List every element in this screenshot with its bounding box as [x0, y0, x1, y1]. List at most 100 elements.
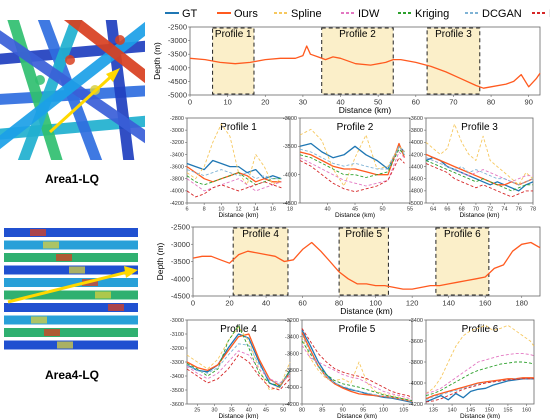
x-axis-label: Distance (km) — [218, 413, 258, 419]
y-tick-label: -4200 — [170, 201, 184, 207]
x-tick-label: 10 — [218, 207, 224, 213]
series-line-dcgan — [425, 157, 534, 186]
panel-title: Profile 3 — [461, 122, 498, 133]
plot-frame — [301, 319, 413, 405]
y-tick-label: -3800 — [409, 360, 423, 366]
area-label: Area1-LQ — [45, 172, 99, 186]
y-tick-label: -3500 — [283, 144, 297, 150]
profile-arrow-shaft — [7, 270, 129, 304]
x-tick-label: 14 — [253, 207, 259, 213]
x-tick-label: 68 — [459, 207, 465, 213]
y-tick-label: -4000 — [171, 274, 190, 283]
x-tick-label: 50 — [374, 98, 382, 107]
y-tick-label: -3000 — [171, 240, 190, 249]
x-tick-label: 40 — [262, 299, 270, 308]
profile-box-label: Profile 4 — [242, 229, 279, 240]
x-axis-label: Distance (km) — [339, 105, 392, 115]
x-tick-label: 25 — [194, 408, 200, 414]
depth-patch — [30, 229, 46, 236]
x-tick-label: 40 — [336, 98, 344, 107]
x-tick-label: 155 — [503, 408, 512, 414]
panel-title: Profile 2 — [337, 122, 374, 133]
panel-title: Profile 4 — [220, 324, 257, 335]
depth-patch — [108, 304, 124, 311]
y-tick-label: -3400 — [409, 318, 423, 324]
plot-profile-4: 25 30 35 40 45 50 -3000 -3100 -3200 -3300 -3400 -35… — [170, 318, 291, 419]
survey-strip — [7, 20, 63, 160]
x-tick-label: 16 — [270, 207, 276, 213]
series-line-diff-dem — [301, 328, 413, 398]
survey-strip — [4, 290, 138, 300]
survey-strip — [4, 240, 138, 250]
y-tick-label: -2800 — [170, 116, 184, 122]
series-line-diff-dem — [425, 378, 534, 403]
profile-box-label: Profile 1 — [215, 29, 252, 40]
x-tick-label: 72 — [487, 207, 493, 213]
series-line-spline — [186, 326, 291, 391]
series-line-spline — [299, 128, 405, 187]
legend-label: IDW — [358, 8, 380, 20]
x-tick-label: 140 — [447, 408, 456, 414]
series-line-ours — [189, 45, 541, 89]
series-line-ours — [425, 377, 534, 400]
x-tick-label: 180 — [515, 299, 528, 308]
plot-area1-overview: Profile 1 Profile 2 Profile 3 0 10 20 30 40 50 60… — [152, 23, 541, 115]
profile-box-label: Profile 2 — [339, 29, 376, 40]
series-line-idw — [425, 353, 535, 394]
series-line-kriging — [186, 325, 291, 387]
y-tick-label: -4400 — [409, 164, 423, 170]
survey-strip — [4, 228, 138, 237]
y-tick-label: -2500 — [171, 223, 190, 232]
panel-title: Profile 5 — [339, 324, 376, 335]
x-tick-label: 85 — [319, 408, 325, 414]
series-line-kriging — [299, 148, 405, 178]
y-tick-label: -4500 — [283, 201, 297, 207]
y-tick-label: -5000 — [168, 91, 187, 100]
profile-highlight-box — [321, 27, 394, 95]
y-tick-label: -4000 — [285, 385, 299, 391]
x-tick-label: 0 — [191, 299, 195, 308]
profile-arrow-head — [124, 266, 138, 278]
profile-box-label: Profile 5 — [345, 229, 382, 240]
series-line-idw — [186, 350, 291, 384]
y-tick-label: -5000 — [409, 201, 423, 207]
series-line-dcgan — [301, 334, 413, 402]
y-tick-label: -3300 — [170, 360, 184, 366]
y-tick-label: -4000 — [168, 63, 187, 72]
plot-frame — [189, 26, 541, 96]
series-line-gt — [186, 333, 291, 388]
y-tick-label: -3000 — [170, 318, 184, 324]
survey-strip — [17, 20, 83, 160]
series-line-ours — [186, 333, 291, 387]
profile-box-label: Profile 6 — [444, 229, 481, 240]
y-tick-label: -3600 — [170, 402, 184, 408]
x-tick-label: 105 — [399, 408, 408, 414]
legend-label: Kriging — [415, 8, 449, 20]
profile-arrow-shaft — [48, 70, 118, 134]
y-tick-label: -3100 — [170, 332, 184, 338]
x-tick-label: 80 — [487, 98, 495, 107]
series-line-diff-dem — [186, 354, 291, 391]
x-tick-label: 12 — [235, 207, 241, 213]
x-tick-label: 140 — [442, 299, 455, 308]
y-tick-label: -3500 — [168, 50, 187, 59]
x-tick-label: 40 — [324, 207, 330, 213]
x-axis-label: Distance (km) — [337, 413, 377, 419]
series-line-dcgan — [186, 169, 282, 180]
y-tick-label: -3600 — [409, 116, 423, 122]
area4-bathymetry-map — [4, 228, 138, 350]
x-tick-label: 6 — [185, 207, 188, 213]
y-tick-label: -3400 — [170, 374, 184, 380]
y-tick-label: -2500 — [168, 23, 187, 32]
x-tick-label: 30 — [299, 98, 307, 107]
y-tick-label: -3000 — [283, 116, 297, 122]
profile-highlight-box — [212, 27, 255, 95]
y-tick-label: -3000 — [170, 128, 184, 134]
y-tick-label: -3400 — [285, 335, 299, 341]
depth-patch — [69, 266, 85, 274]
y-tick-label: -3600 — [285, 351, 299, 357]
y-tick-label: -4800 — [409, 189, 423, 195]
series-line-diff-dem — [299, 157, 405, 193]
x-tick-label: 45 — [352, 207, 358, 213]
